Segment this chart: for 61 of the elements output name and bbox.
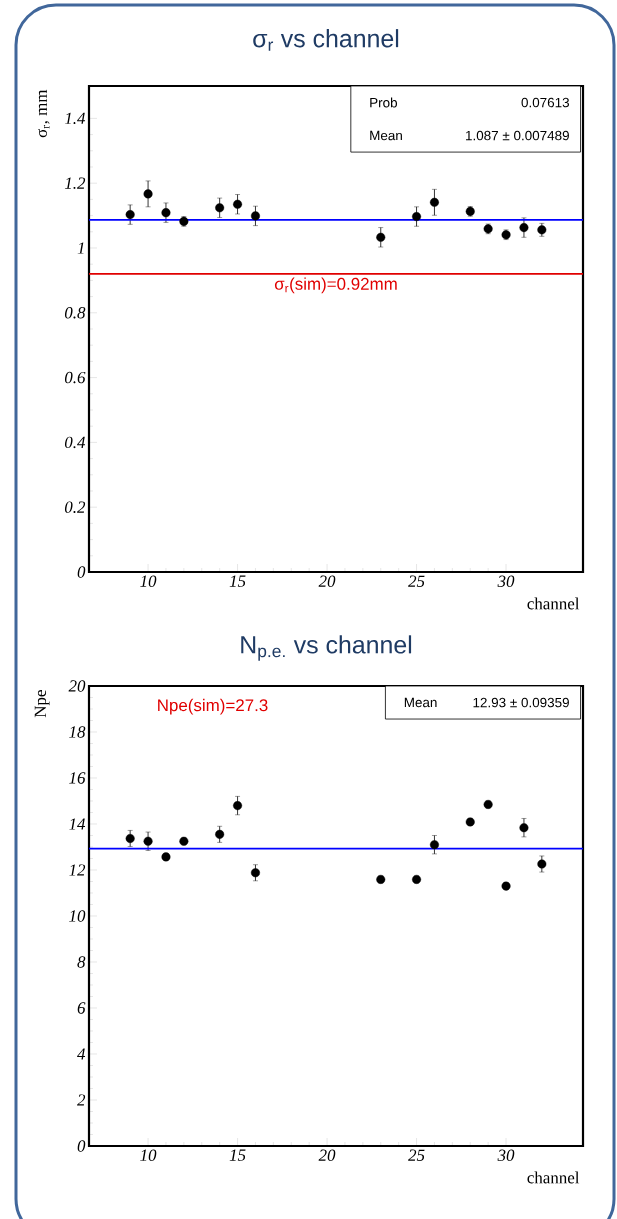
x-tick-label: 10: [140, 1149, 157, 1161]
y-tick-label: 16: [69, 772, 86, 784]
point: [215, 829, 225, 839]
ref-line-label: σ$_{r}$(sim)=0.92mm: [274, 277, 397, 294]
y-tick-label: 8: [77, 956, 86, 968]
point: [376, 232, 386, 242]
x-tick-label: 20: [318, 575, 336, 587]
point: [250, 211, 260, 221]
point: [215, 203, 225, 213]
y-tick-label: 14: [69, 818, 86, 830]
point: [161, 208, 171, 218]
point: [233, 199, 243, 209]
y-axis-title: Npe: [34, 690, 50, 718]
y-tick-label: 1: [77, 242, 84, 254]
annotation: 0.07613: [521, 97, 570, 108]
annotation: 12.93 ± 0.09359: [473, 697, 569, 708]
point: [412, 212, 422, 222]
y-tick-label: 20: [68, 680, 86, 692]
x-axis-title: channel: [527, 597, 580, 610]
y-tick-label: 18: [69, 726, 86, 738]
y-tick-label: 6: [77, 1002, 86, 1014]
y-tick-label: 4: [77, 1048, 86, 1060]
annotation: Npe(sim)=27.3: [158, 698, 268, 715]
annotation: Mean: [370, 130, 402, 141]
y-tick-label: 12: [69, 864, 86, 876]
point: [519, 223, 529, 233]
point: [519, 823, 529, 833]
point: [125, 210, 135, 220]
y-tick-label: 1.2: [64, 177, 86, 189]
x-tick-label: 15: [229, 575, 246, 587]
x-tick-label: 10: [140, 575, 157, 587]
y-tick-label: 0: [77, 566, 86, 578]
point: [125, 833, 135, 843]
chart-title: σ$_{r}$ vs channel: [253, 29, 399, 51]
x-tick-label: 25: [408, 575, 425, 587]
x-axis-title: channel: [527, 1171, 580, 1184]
annotation: Mean: [404, 697, 437, 708]
x-tick-label: 25: [408, 1149, 425, 1161]
x-tick-label: 30: [497, 575, 515, 587]
point: [233, 801, 243, 811]
point: [537, 859, 547, 869]
point: [143, 189, 153, 199]
y-tick-label: 0.8: [64, 307, 86, 319]
y-tick-label: 0.6: [64, 371, 86, 384]
y-tick-label: 0: [77, 1140, 86, 1152]
point: [250, 868, 260, 878]
chart-title: N$_{p.e.}$ vs channel: [241, 635, 412, 661]
point: [429, 840, 439, 850]
y-tick-label: 10: [69, 910, 86, 922]
y-tick-label: 1.4: [64, 112, 86, 125]
y-tick-label: 0.4: [64, 436, 86, 449]
y-tick-label: 2: [77, 1094, 86, 1106]
point: [143, 836, 153, 846]
x-tick-label: 15: [229, 1149, 246, 1161]
annotation: 1.087 ± 0.007489: [466, 130, 569, 141]
point: [429, 197, 439, 207]
y-axis-title: σ$_{r}$, mm: [38, 89, 50, 138]
y-tick-label: 0.2: [64, 501, 86, 513]
x-tick-label: 30: [497, 1149, 515, 1161]
x-tick-label: 20: [318, 1149, 336, 1161]
annotation: Prob: [370, 97, 398, 108]
